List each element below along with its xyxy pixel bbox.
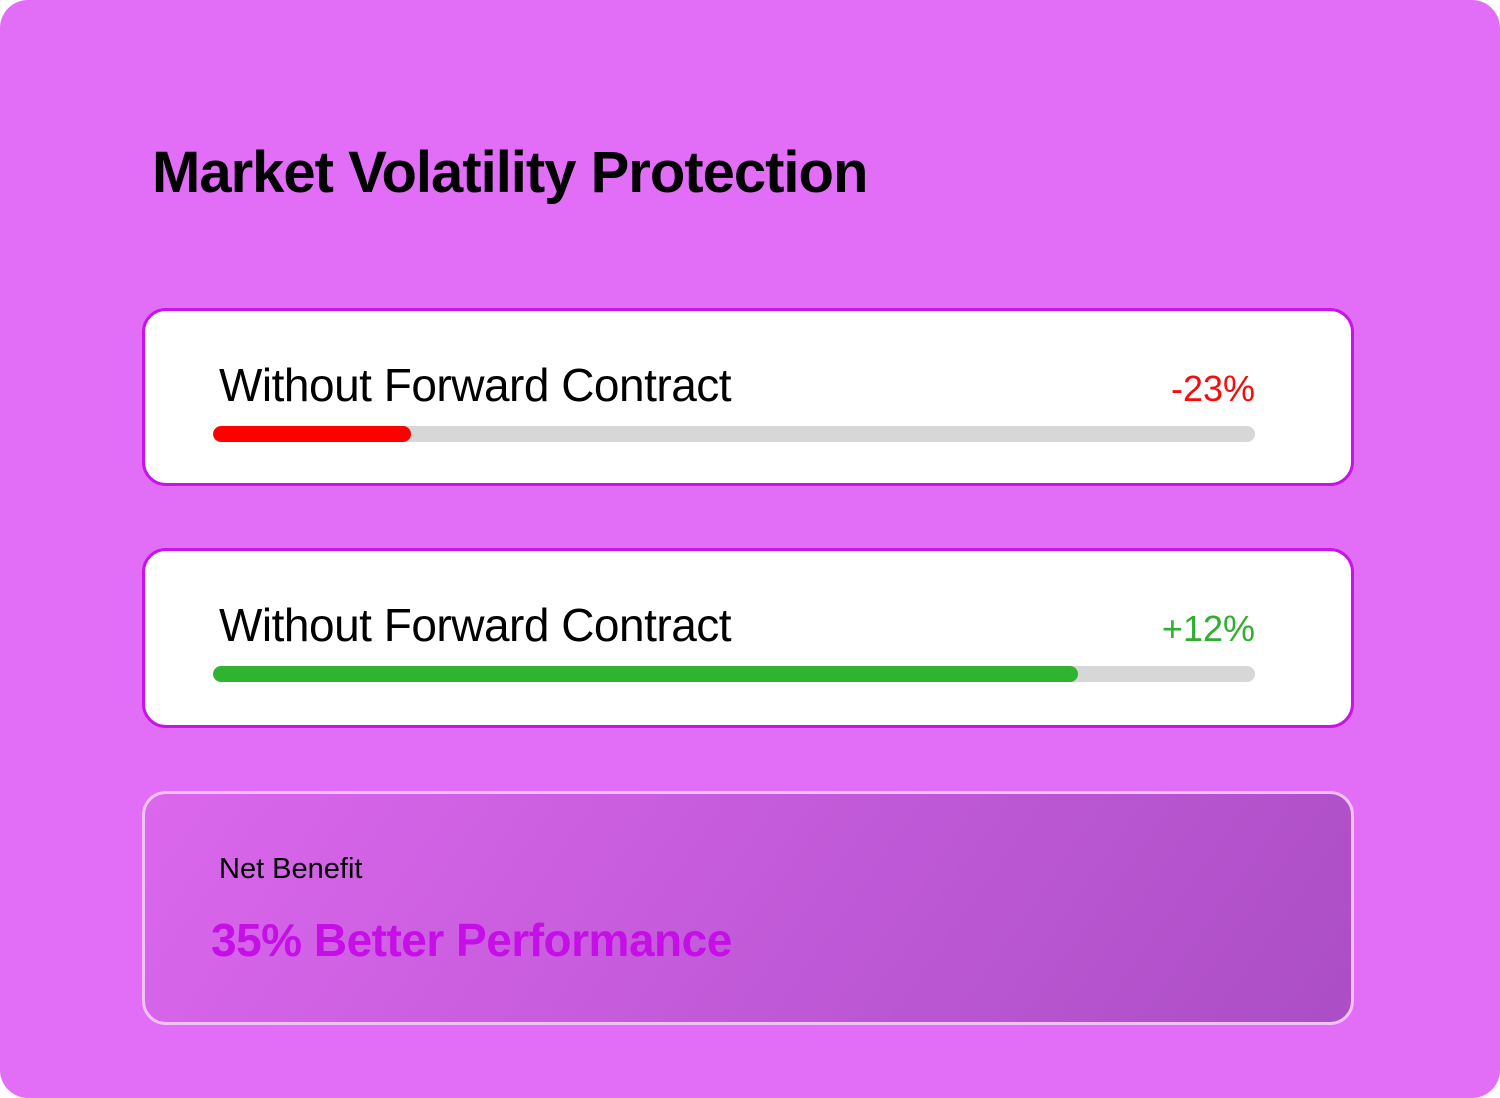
progress-track (213, 666, 1255, 682)
metric-value-negative: -23% (1170, 368, 1255, 409)
metric-row: Without Forward Contract -23% (213, 356, 1255, 418)
progress-track (213, 426, 1255, 442)
metric-row: Without Forward Contract +12% (213, 596, 1255, 658)
metric-value-positive: +12% (1161, 608, 1255, 649)
net-benefit-label: Net Benefit (219, 853, 363, 885)
metric-label: Without Forward Contract (219, 359, 732, 411)
progress-fill-red (213, 426, 411, 442)
metric-card-with-forward-contract: Without Forward Contract +12% (142, 548, 1354, 728)
metric-card-without-forward-contract: Without Forward Contract -23% (142, 308, 1354, 486)
metric-label: Without Forward Contract (219, 599, 732, 651)
page-title: Market Volatility Protection (152, 140, 868, 205)
progress-fill-green (213, 666, 1078, 682)
net-benefit-card: Net Benefit 35% Better Performance (142, 791, 1354, 1025)
net-benefit-value: 35% Better Performance (211, 914, 732, 966)
